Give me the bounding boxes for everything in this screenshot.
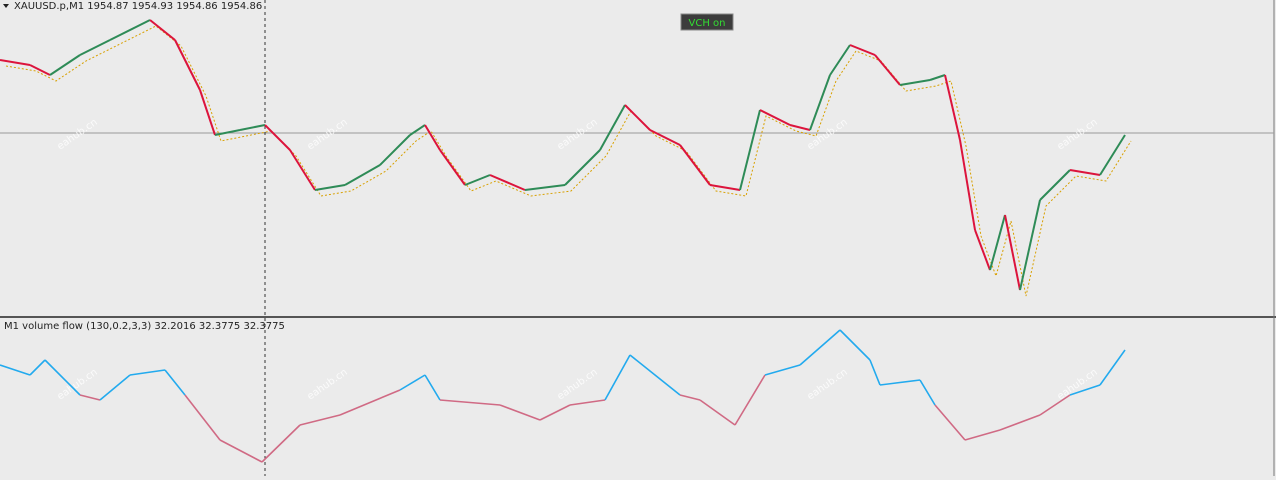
price-segment <box>424 124 441 151</box>
price-segment <box>289 149 316 191</box>
indicator-segment <box>679 394 701 401</box>
price-segment <box>789 124 811 131</box>
indicator-segment <box>734 374 766 426</box>
indicator-segment <box>439 399 501 406</box>
price-segment <box>974 229 991 271</box>
price-segment <box>1099 134 1126 176</box>
indicator-segment <box>339 389 401 416</box>
indicator-segment <box>424 374 441 401</box>
menu-arrow[interactable] <box>3 4 9 8</box>
indicator-segment <box>219 439 263 463</box>
price-segment <box>849 44 876 56</box>
price-segment <box>874 54 901 86</box>
indicator-segment <box>869 359 881 386</box>
price-segment <box>564 149 601 186</box>
price-segment <box>829 44 851 76</box>
badge[interactable]: VCH on <box>689 18 726 29</box>
price-segment <box>959 139 976 231</box>
price-segment <box>174 39 201 91</box>
price-segment <box>944 74 961 141</box>
indicator-segment <box>1069 384 1101 396</box>
price-segment <box>489 174 526 191</box>
indicator-segment <box>629 354 681 396</box>
indicator-segment <box>879 379 921 386</box>
price-segment <box>344 164 381 186</box>
price-segment <box>679 144 711 186</box>
price-series <box>0 19 1132 297</box>
price-segment <box>109 19 151 41</box>
price-segment <box>759 109 791 126</box>
price-segment <box>264 124 291 151</box>
indicator-segment <box>0 364 31 376</box>
price-segment <box>1039 169 1071 201</box>
price-segment <box>899 79 931 86</box>
indicator-segment <box>764 364 801 376</box>
indicator-segment <box>604 354 631 401</box>
price-segment <box>599 104 626 151</box>
price-segment <box>524 184 566 191</box>
price-segment <box>739 109 761 191</box>
indicator-segment <box>164 369 186 396</box>
indicator-segment <box>699 399 736 426</box>
indicator-segment <box>569 399 606 406</box>
indicator-segment <box>919 379 936 406</box>
price-segment <box>989 214 1006 271</box>
price-segment <box>379 134 411 166</box>
indicator-segment <box>29 359 46 376</box>
indicator-segment <box>79 394 101 401</box>
indicator-segment <box>399 374 426 391</box>
price-segment <box>929 74 946 81</box>
symbol-header: XAUUSD.p,M1 1954.87 1954.93 1954.86 1954… <box>14 1 262 12</box>
indicator-segment <box>299 414 341 426</box>
indicator-segment <box>539 404 571 421</box>
indicator-segment <box>934 404 966 441</box>
indicator-segment <box>44 359 81 396</box>
indicator-segment <box>1099 349 1126 386</box>
price-segment <box>809 74 831 131</box>
price-segment <box>409 124 426 136</box>
price-segment <box>314 184 346 191</box>
indicator-segment <box>1039 394 1071 416</box>
badge-bg[interactable] <box>680 13 734 31</box>
price-segment <box>439 149 466 186</box>
price-segment <box>49 54 81 76</box>
price-segment <box>464 174 491 186</box>
price-segment <box>1069 169 1101 176</box>
price-segment <box>214 129 241 136</box>
price-segment <box>1019 199 1041 291</box>
price-segment <box>1004 214 1021 291</box>
price-segment <box>709 184 741 191</box>
indicator-segment <box>184 394 221 441</box>
indicator-segment <box>99 374 131 401</box>
indicator-segment <box>839 329 871 361</box>
indicator-segment <box>999 414 1041 431</box>
indicator-segment <box>799 329 841 366</box>
indicator-series <box>0 329 1126 463</box>
price-segment <box>649 129 681 146</box>
price-segment <box>624 104 651 131</box>
price-segment <box>79 39 111 56</box>
price-segment <box>0 59 31 66</box>
price-segment <box>149 19 176 41</box>
price-segment <box>239 124 266 131</box>
indicator-label: M1 volume flow (130,0.2,3,3) 32.2016 32.… <box>4 321 285 332</box>
indicator-segment <box>129 369 166 376</box>
indicator-segment <box>261 424 301 463</box>
price-segment <box>29 64 51 76</box>
indicator-segment <box>499 404 541 421</box>
price-segment <box>199 89 216 136</box>
indicator-segment <box>964 429 1001 441</box>
